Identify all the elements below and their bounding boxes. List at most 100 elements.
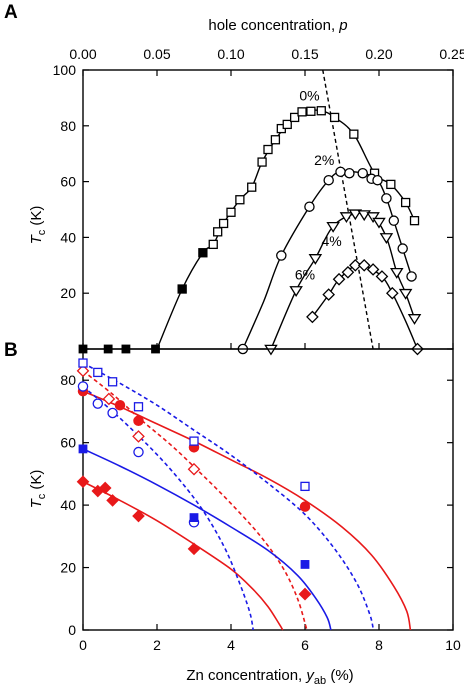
panel-a-point bbox=[257, 157, 267, 167]
panel-a-point bbox=[372, 174, 383, 186]
panel-b-fit-line bbox=[82, 448, 332, 631]
panel-a-point bbox=[375, 270, 389, 283]
panel-a-point bbox=[264, 344, 278, 356]
panel-b-x-tick-label: 6 bbox=[301, 637, 309, 653]
panel-a-data-points bbox=[78, 106, 424, 356]
panel-b-x-tick-label: 8 bbox=[375, 637, 383, 653]
panel-a-x-tick-label: 0.00 bbox=[69, 46, 96, 62]
panel-b-point bbox=[76, 475, 90, 489]
panel-a-point bbox=[407, 314, 422, 325]
panel-a-x-tick-label: 0.25 bbox=[439, 46, 464, 62]
panel-a-point bbox=[263, 144, 273, 155]
panel-b: B Zn concentration, yab (%) Tc (K) 0 2 4 6 8… bbox=[4, 340, 461, 687]
panel-b-point bbox=[114, 399, 126, 411]
panel-a-point bbox=[398, 288, 413, 300]
panel-a-dashed-line bbox=[322, 69, 374, 350]
panel-b-axes bbox=[82, 348, 454, 631]
panel-a-point bbox=[289, 112, 300, 123]
panel-a-series-label: 6% bbox=[295, 266, 315, 282]
panel-a-point bbox=[304, 201, 315, 212]
panel-a-x-tick-label: 0.10 bbox=[217, 46, 244, 62]
panel-a-point bbox=[341, 265, 355, 279]
panel-a-point bbox=[379, 233, 394, 244]
panel-b-point bbox=[92, 398, 104, 409]
panel-b-point bbox=[189, 513, 199, 522]
panel-a-x-tick-label: 0.05 bbox=[143, 46, 170, 62]
panel-a-point bbox=[335, 166, 346, 178]
panel-a-y-tick-label: 80 bbox=[60, 118, 76, 134]
panel-a-y-tick-label: 20 bbox=[60, 285, 76, 301]
panel-b-y-axis-title-unit: (K) bbox=[28, 470, 45, 494]
panel-a-point bbox=[270, 135, 281, 145]
panel-b-point bbox=[106, 494, 119, 507]
panel-a-x-axis-title-text: hole concentration, bbox=[208, 17, 335, 34]
panel-a-point bbox=[322, 288, 335, 301]
panel-b-point bbox=[132, 509, 145, 523]
panel-b-y-axis-title-main: T bbox=[28, 497, 45, 508]
panel-b-point bbox=[77, 381, 89, 392]
panel-a-y-tick-label: 60 bbox=[60, 174, 76, 190]
panel-a-point bbox=[329, 112, 340, 123]
panel-a-y-axis-title-sub: c bbox=[36, 229, 48, 235]
panel-a-point bbox=[389, 267, 404, 279]
panel-b-y-tick-label: 60 bbox=[60, 435, 76, 451]
panel-a-y-axis-title: Tc (K) bbox=[28, 206, 48, 245]
panel-a-point bbox=[339, 212, 354, 224]
panel-b-y-tick-label: 40 bbox=[60, 497, 76, 513]
panel-a-point bbox=[308, 254, 323, 265]
panel-a-point bbox=[349, 258, 362, 272]
panel-b-point bbox=[133, 446, 144, 458]
panel-a-point bbox=[381, 193, 392, 204]
panel-a-frame bbox=[82, 69, 454, 350]
panel-a-point bbox=[323, 174, 334, 186]
panel-b-x-tick-label: 2 bbox=[153, 637, 161, 653]
panel-a-point bbox=[316, 106, 326, 116]
panel-a-point bbox=[306, 106, 316, 116]
panel-a-series-labels: 0% 2% 4% 6% bbox=[295, 88, 342, 283]
panel-b-point bbox=[187, 542, 201, 556]
panel-b-y-tick-label: 80 bbox=[60, 372, 76, 388]
panel-a-y-tick-label: 100 bbox=[53, 62, 77, 78]
panel-b-point bbox=[133, 402, 144, 412]
panel-a-point bbox=[386, 286, 399, 300]
panel-b-point bbox=[189, 436, 199, 446]
panel-a-point bbox=[282, 119, 292, 130]
panel-a-y-tick-label: 40 bbox=[60, 229, 76, 245]
panel-a-point bbox=[332, 272, 346, 286]
panel-a-point bbox=[218, 218, 229, 229]
panel-b-x-axis-title: Zn concentration, yab (%) bbox=[186, 667, 353, 687]
panel-b-point bbox=[78, 444, 88, 454]
panel-a-point bbox=[388, 215, 400, 226]
panel-a-series-lines bbox=[156, 109, 419, 350]
panel-b-fit-line bbox=[82, 390, 412, 631]
panel-a-point bbox=[344, 167, 355, 179]
panel-b-point bbox=[107, 407, 118, 419]
panel-b-point bbox=[107, 377, 118, 387]
panel-b-x-tick-label: 10 bbox=[445, 637, 461, 653]
panel-b-point bbox=[300, 481, 310, 492]
panel-a-point bbox=[349, 129, 359, 139]
panel-b-point bbox=[102, 392, 116, 406]
panel-a-point bbox=[366, 212, 380, 224]
panel-a-point bbox=[235, 195, 245, 205]
panel-a-point bbox=[297, 107, 307, 117]
panel-b-point bbox=[300, 560, 310, 569]
panel-a-point bbox=[386, 179, 396, 190]
panel-a-point bbox=[406, 271, 417, 282]
panel-a-point bbox=[276, 250, 287, 261]
panel-b-fit-line bbox=[82, 362, 375, 631]
panel-a-point bbox=[397, 243, 408, 254]
panel-a-x-tick-label: 0.20 bbox=[365, 46, 392, 62]
panel-a-point bbox=[400, 197, 411, 208]
panel-b-point bbox=[187, 462, 201, 476]
panel-a-point bbox=[326, 221, 340, 233]
panel-b-point bbox=[133, 415, 144, 427]
panel-b-x-axis-title-var: y bbox=[305, 667, 315, 684]
panel-a-point bbox=[409, 216, 420, 226]
panel-b-y-tick-label: 0 bbox=[68, 622, 76, 638]
panel-b-fit-curves bbox=[82, 362, 412, 631]
panel-a-point bbox=[226, 207, 236, 217]
panel-b-fit-line bbox=[82, 385, 254, 631]
panel-b-point bbox=[299, 501, 311, 512]
panel-a-point bbox=[208, 239, 218, 250]
